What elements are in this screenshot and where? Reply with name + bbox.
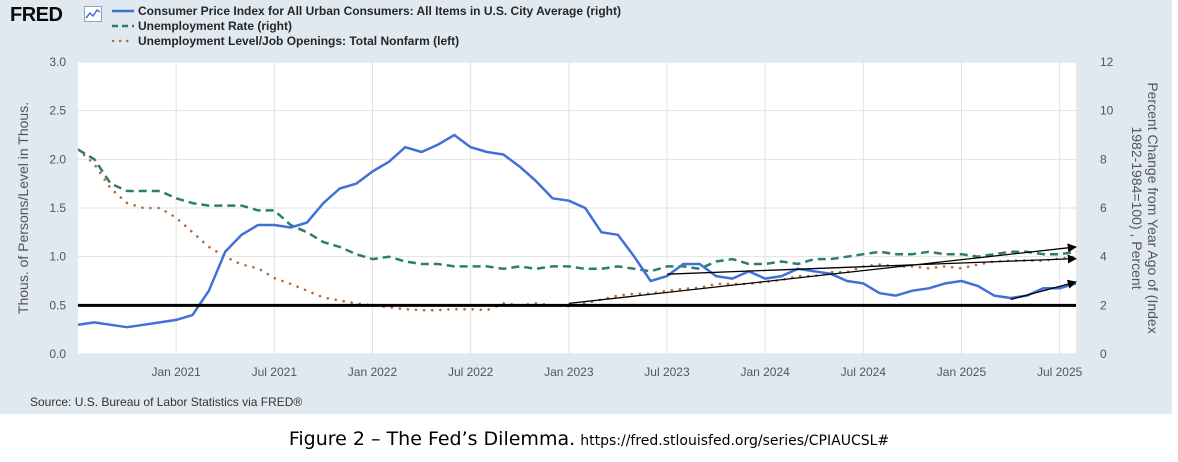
fred-logo[interactable]: FRED — [10, 4, 63, 26]
trend-arrow — [568, 243, 1077, 305]
x-tick-label: Jan 2022 — [348, 365, 398, 379]
legend-swatch-cpi — [112, 9, 134, 13]
x-tick-label: Jan 2021 — [151, 365, 201, 379]
y-right-tick-label: 12 — [1100, 55, 1114, 69]
figure-caption: Figure 2 – The Fed’s Dilemma. https://fr… — [0, 428, 1178, 450]
y-right-tick-label: 2 — [1100, 298, 1107, 312]
y-left-tick-label: 0.5 — [49, 298, 66, 312]
y-right-tick-label: 4 — [1100, 250, 1107, 264]
x-tick-label: Jul 2024 — [841, 365, 887, 379]
y-right-tick-label: 6 — [1100, 201, 1107, 215]
x-tick-label: Jan 2025 — [937, 365, 987, 379]
y-right-axis-title: Percent Change from Year Ago of (Index19… — [1129, 82, 1161, 333]
x-tick-label: Jul 2025 — [1037, 365, 1083, 379]
graph-icon — [84, 6, 102, 22]
y-left-tick-label: 1.5 — [49, 201, 66, 215]
legend-item-ratio: Unemployment Level/Job Openings: Total N… — [112, 34, 621, 49]
legend-item-cpi: Consumer Price Index for All Urban Consu… — [112, 4, 621, 19]
legend-label-unrate: Unemployment Rate (right) — [138, 19, 293, 33]
legend-label-cpi: Consumer Price Index for All Urban Consu… — [138, 4, 621, 18]
caption-url[interactable]: https://fred.stlouisfed.org/series/CPIAU… — [580, 433, 890, 449]
y-left-tick-label: 0.0 — [49, 347, 66, 361]
y-left-tick-label: 3.0 — [49, 55, 66, 69]
caption-title: Figure 2 – The Fed’s Dilemma. — [288, 428, 576, 450]
y-left-tick-label: 2.0 — [49, 152, 66, 166]
x-tick-label: Jul 2021 — [252, 365, 298, 379]
x-tick-label: Jan 2024 — [740, 365, 790, 379]
y-left-tick-label: 1.0 — [49, 250, 66, 264]
y-right-tick-label: 0 — [1100, 347, 1107, 361]
y-left-tick-label: 2.5 — [49, 104, 66, 118]
y-left-axis-title: Thous. of Persons/Level in Thous. — [15, 102, 31, 314]
legend-swatch-unrate — [112, 24, 134, 28]
y-right-tick-label: 10 — [1100, 104, 1114, 118]
trend-arrow — [666, 254, 1077, 275]
x-tick-label: Jul 2023 — [644, 365, 690, 379]
x-tick-label: Jan 2023 — [544, 365, 594, 379]
line-chart: 0.0 0.5 1.0 1.5 2.0 2.5 3.0 0 2 4 6 8 10 12 Jan 2021 Ju… — [15, 55, 1161, 379]
x-tick-label: Jul 2022 — [448, 365, 494, 379]
trend-arrow — [1010, 279, 1077, 301]
series-line-cpi — [78, 133, 1076, 329]
chart-legend: Consumer Price Index for All Urban Consu… — [112, 4, 621, 49]
legend-label-ratio: Unemployment Level/Job Openings: Total N… — [138, 34, 460, 48]
y-right-tick-label: 8 — [1100, 152, 1107, 166]
legend-item-unrate: Unemployment Rate (right) — [112, 19, 621, 34]
series-line-unemployment-rate — [78, 148, 1076, 273]
source-note: Source: U.S. Bureau of Labor Statistics … — [30, 395, 303, 409]
